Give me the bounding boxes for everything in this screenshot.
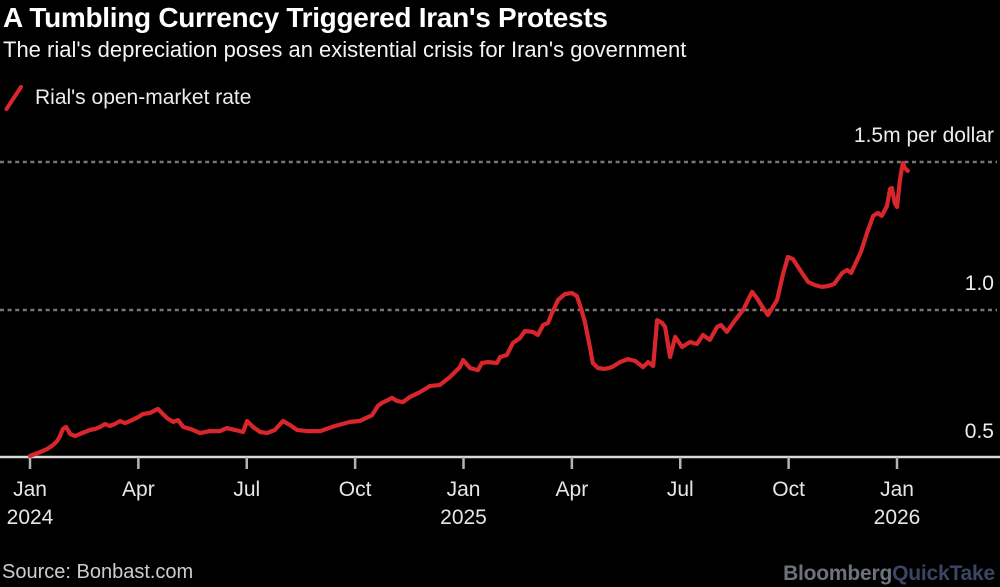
x-axis-label: Apr (555, 478, 589, 501)
chart-subtitle: The rial's depreciation poses an existen… (3, 37, 687, 62)
y-axis-label: 1.0 (964, 272, 994, 295)
chart-title: A Tumbling Currency Triggered Iran's Pro… (3, 2, 608, 33)
x-axis-label: Jul (666, 478, 694, 501)
x-axis-label: Jan 2024 (6, 478, 54, 529)
y-axis-label: 1.5m per dollar (853, 124, 994, 147)
legend: Rial's open-market rate (4, 84, 251, 112)
y-axis-label: 0.5 (964, 420, 994, 443)
line-swatch-icon (4, 85, 23, 111)
source-note: Source: Bonbast.com (2, 561, 194, 583)
x-axis-label: Apr (122, 478, 155, 501)
x-axis-label: Oct (338, 478, 372, 501)
quicktake-wordmark: QuickTake (892, 562, 995, 585)
x-axis-label: Jan 2025 (440, 478, 487, 529)
bloomberg-quicktake-logo: BloombergQuickTake (783, 562, 995, 586)
rial-rate-line (27, 160, 910, 458)
bloomberg-wordmark: Bloomberg (783, 562, 893, 585)
x-axis-label: Jul (233, 478, 261, 501)
legend-label: Rial's open-market rate (35, 86, 252, 109)
x-axis-label: Oct (772, 478, 805, 501)
x-axis-label: Jan 2026 (873, 478, 921, 529)
